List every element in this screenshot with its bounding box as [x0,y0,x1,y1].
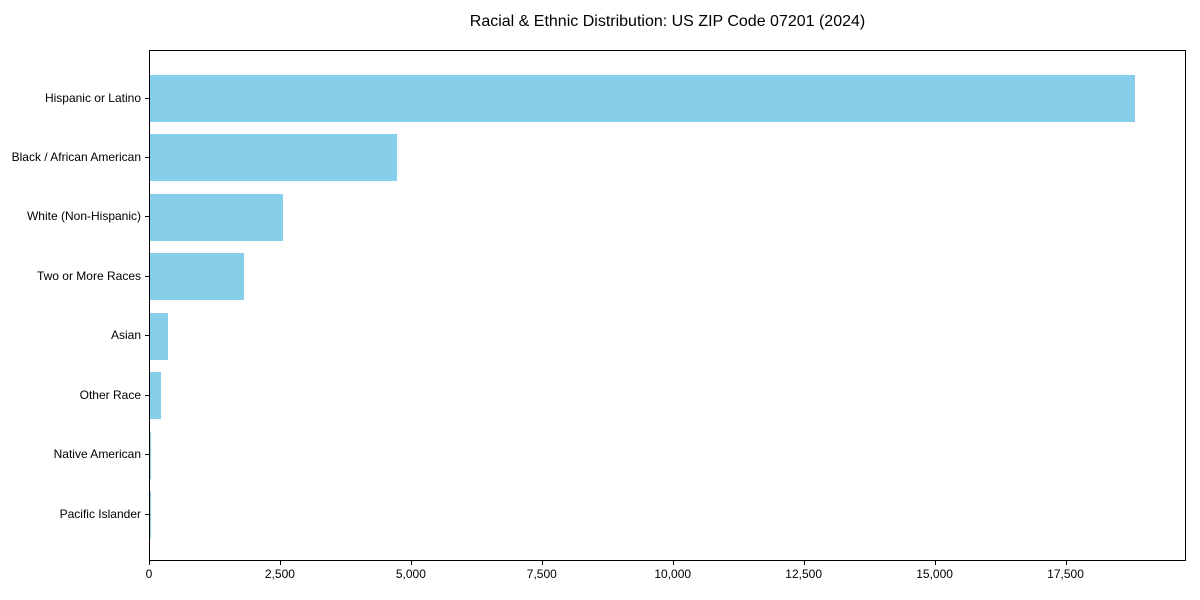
y-tick-mark [145,216,149,218]
x-tick-mark [149,561,150,565]
x-axis-tick-label: 5,000 [395,567,426,581]
y-tick-mark [145,454,149,456]
plot-area [149,50,1186,561]
x-tick-mark [1065,561,1067,565]
y-axis-label: Two or More Races [36,268,141,283]
bar-asian [150,312,168,360]
y-tick-mark [145,97,149,99]
x-axis-tick-label: 15,000 [916,567,953,581]
x-axis-tick-label: 17,500 [1047,567,1084,581]
x-tick-mark [934,561,936,565]
y-axis-label: Black / African American [11,149,141,164]
bar-other-race [150,372,162,420]
y-axis-label: White (Non-Hispanic) [26,209,141,224]
x-tick-mark [410,561,412,565]
bar-hispanic-or-latino [150,75,1136,122]
x-tick-mark [541,561,543,565]
x-axis-tick-label: 10,000 [654,567,692,581]
y-axis-label: Other Race [79,387,141,402]
y-axis-label: Hispanic or Latino [44,90,141,105]
y-axis-label: Pacific Islander [59,506,141,521]
y-axis-label: Native American [53,447,141,462]
x-axis-tick-label: 12,500 [785,567,822,581]
x-tick-mark [672,561,674,565]
x-axis-tick-label: 7,500 [526,567,557,581]
chart-title: Racial & Ethnic Distribution: US ZIP Cod… [469,13,866,30]
y-tick-mark [145,275,149,277]
x-axis-tick-label: 2,500 [264,567,295,581]
bar-two-or-more-races [150,253,245,301]
y-tick-mark [145,394,149,396]
bar-white-non-hispanic [150,193,284,241]
x-axis-tick-label: 0 [145,567,153,581]
y-tick-mark [145,335,149,337]
y-axis-label: Asian [110,328,141,343]
bar-black-african-american [150,134,398,182]
y-tick-mark [145,513,149,515]
x-tick-mark [803,561,805,565]
x-tick-mark [279,561,281,565]
y-tick-mark [145,156,149,158]
bar-native-american [150,431,151,479]
